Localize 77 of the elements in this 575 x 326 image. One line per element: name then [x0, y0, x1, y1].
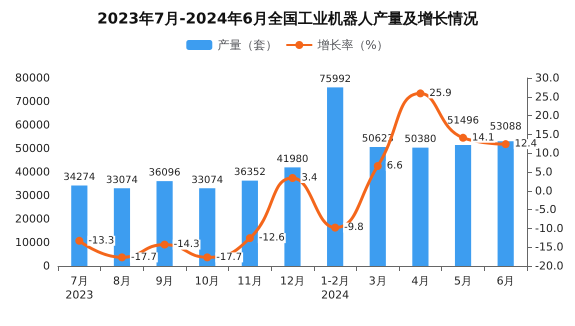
- y2-tick-label: 0.0: [535, 184, 552, 198]
- data-label: 36352: [234, 167, 266, 178]
- x-tick-label: 9月: [156, 274, 174, 288]
- data-label: 53088: [490, 122, 522, 133]
- data-label: 25.9: [429, 88, 452, 99]
- data-label: -14.3: [174, 239, 200, 250]
- point: [374, 162, 382, 170]
- data-label: -17.7: [216, 252, 242, 263]
- point: [288, 174, 296, 182]
- data-label: -17.7: [130, 252, 157, 263]
- y2-tick-label: -10.0: [535, 222, 564, 235]
- bar: [114, 188, 130, 266]
- x-tick-label: 10月: [194, 274, 220, 288]
- bar: [199, 188, 216, 266]
- data-label: 51496: [447, 115, 479, 126]
- data-label: 33074: [106, 174, 138, 186]
- y2-tick-label: 15.0: [535, 128, 560, 141]
- legend-label: 增长率（%）: [316, 38, 389, 52]
- bar: [498, 141, 514, 266]
- x-tick-label: 8月: [112, 274, 131, 288]
- point: [160, 240, 169, 249]
- data-label: 6.6: [386, 160, 403, 172]
- point: [502, 140, 510, 148]
- bar: [242, 180, 258, 266]
- data-label: -9.8: [344, 222, 364, 234]
- data-label: 12.4: [514, 138, 537, 150]
- legend-label: 产量（套）: [217, 38, 278, 52]
- y2-tick-label: -5.0: [535, 203, 556, 216]
- bar: [156, 181, 173, 266]
- data-label: 34274: [63, 172, 96, 183]
- y-tick-label: 10000: [15, 236, 50, 249]
- data-label: 33074: [191, 174, 224, 186]
- y2-tick-label: 10.0: [535, 146, 560, 160]
- y-tick-label: 30000: [15, 189, 50, 202]
- y2-tick-label: 25.0: [535, 90, 560, 104]
- data-label: -12.6: [258, 232, 285, 244]
- bar: [327, 87, 344, 266]
- bar: [71, 185, 88, 266]
- y2-tick-label: -15.0: [535, 240, 564, 254]
- point: [459, 134, 468, 142]
- y-tick-label: 50000: [15, 142, 50, 155]
- bar: [284, 167, 301, 266]
- bar: [412, 148, 429, 266]
- y-tick-label: 60000: [15, 118, 50, 132]
- x-tick-label: 6月: [496, 274, 515, 288]
- point: [331, 224, 340, 232]
- x-tick-label: 12月: [280, 274, 305, 288]
- point: [75, 236, 84, 245]
- y2-tick-label: 20.0: [535, 109, 560, 122]
- bar: [370, 147, 386, 266]
- data-label: 3.4: [302, 172, 318, 184]
- y2-tick-label: 30.0: [535, 72, 560, 84]
- y-tick-label: 20000: [15, 212, 50, 226]
- point: [416, 89, 424, 98]
- chart-title: 2023年7月-2024年6月全国工业机器人产量及增长情况: [97, 10, 479, 28]
- bar: [454, 144, 472, 266]
- x-tick-label: 5月: [454, 274, 472, 288]
- data-label: 50380: [404, 134, 436, 146]
- data-label: 14.1: [472, 132, 494, 144]
- x-tick-label: 7月 2023: [65, 274, 94, 302]
- y-tick-label: 0: [43, 260, 50, 272]
- data-label: 36096: [148, 168, 180, 179]
- y2-tick-label: -20.0: [535, 260, 564, 272]
- data-label: -13.3: [88, 235, 114, 246]
- data-label: 75992: [319, 74, 352, 85]
- x-tick-label: 11月: [237, 274, 262, 288]
- x-tick-label: 3月: [368, 274, 387, 288]
- x-tick-label: 1-2月 2024: [320, 274, 350, 302]
- x-tick-label: 4月: [411, 274, 430, 288]
- y-tick-label: 70000: [15, 95, 50, 108]
- point: [203, 253, 212, 262]
- y-tick-label: 40000: [15, 166, 50, 178]
- point: [118, 253, 126, 262]
- data-label: 41980: [276, 154, 308, 165]
- y-tick-label: 80000: [15, 72, 50, 84]
- y2-tick-label: 5.0: [535, 166, 552, 178]
- point: [246, 234, 254, 242]
